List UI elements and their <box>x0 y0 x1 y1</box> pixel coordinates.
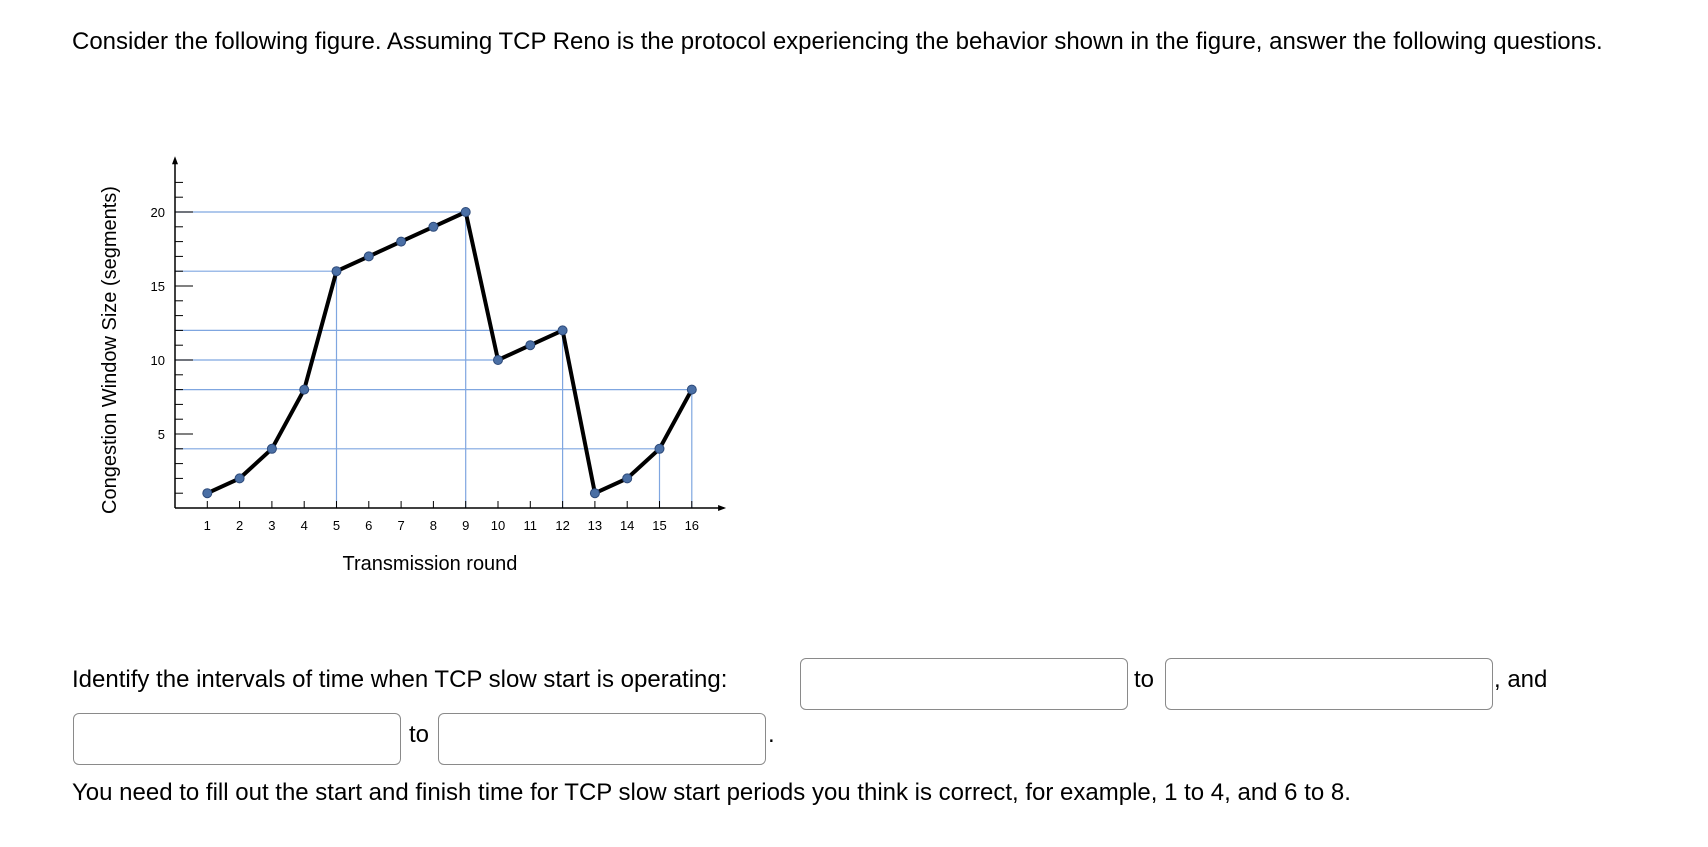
y-tick-label: 20 <box>151 205 165 220</box>
prompt-text: Identify the intervals of time when TCP … <box>72 666 728 693</box>
x-tick-label: 15 <box>652 518 666 533</box>
data-point <box>266 443 277 454</box>
data-point <box>525 340 536 351</box>
x-tick-label: 10 <box>491 518 505 533</box>
data-point <box>428 221 439 232</box>
slowstart1-end-input[interactable] <box>1165 658 1493 710</box>
question-intro: Consider the following figure. Assuming … <box>72 28 1603 55</box>
x-tick-label: 6 <box>365 518 372 533</box>
to-label-2: to <box>409 721 430 748</box>
instruction-note: You need to fill out the start and finis… <box>72 779 1351 806</box>
x-tick-label: 13 <box>588 518 602 533</box>
x-tick-label: 16 <box>685 518 699 533</box>
data-point <box>234 473 245 484</box>
data-point <box>493 355 503 365</box>
y-tick-label: 10 <box>151 353 165 368</box>
slowstart1-start-input[interactable] <box>800 658 1128 710</box>
x-tick-label: 9 <box>462 518 469 533</box>
x-tick-label: 7 <box>397 518 404 533</box>
slowstart2-end-input[interactable] <box>438 713 766 765</box>
data-point <box>622 473 633 484</box>
x-tick-label: 14 <box>620 518 634 533</box>
data-point <box>331 266 342 277</box>
slowstart2-start-input[interactable] <box>73 713 401 765</box>
data-point <box>460 207 471 217</box>
period-mark: . <box>768 721 775 748</box>
data-point <box>202 488 213 499</box>
x-axis-title: Transmission round <box>343 553 518 575</box>
x-axis-arrow <box>718 505 727 511</box>
data-point <box>654 443 665 454</box>
prompt-line: Identify the intervals of time when TCP … <box>72 665 727 695</box>
data-point <box>363 251 374 262</box>
x-tick-label: 1 <box>204 518 211 533</box>
data-point <box>299 384 310 395</box>
x-tick-label: 11 <box>524 518 538 533</box>
and-label: , and <box>1494 666 1548 693</box>
data-point <box>396 236 407 247</box>
to-label-1: to <box>1134 666 1155 693</box>
y-axis-title: Congestion Window Size (segments) <box>99 186 121 514</box>
x-tick-label: 4 <box>301 518 308 533</box>
cwnd-series-line <box>205 210 694 496</box>
x-tick-label: 2 <box>236 518 243 533</box>
x-tick-label: 3 <box>268 518 275 533</box>
data-point <box>589 488 600 499</box>
y-axis-arrow <box>172 156 178 165</box>
data-point <box>686 384 697 395</box>
x-tick-label: 12 <box>555 518 569 533</box>
x-tick-label: 5 <box>333 518 340 533</box>
data-point <box>557 325 568 336</box>
cwnd-chart: 5 10 15 20 1 2 3 4 5 6 7 8 9 10 11 12 13 14 15 16 Transmissi… <box>90 150 730 590</box>
x-tick-label: 8 <box>430 518 437 533</box>
y-tick-label: 15 <box>151 279 165 294</box>
y-tick-label: 5 <box>158 427 165 442</box>
